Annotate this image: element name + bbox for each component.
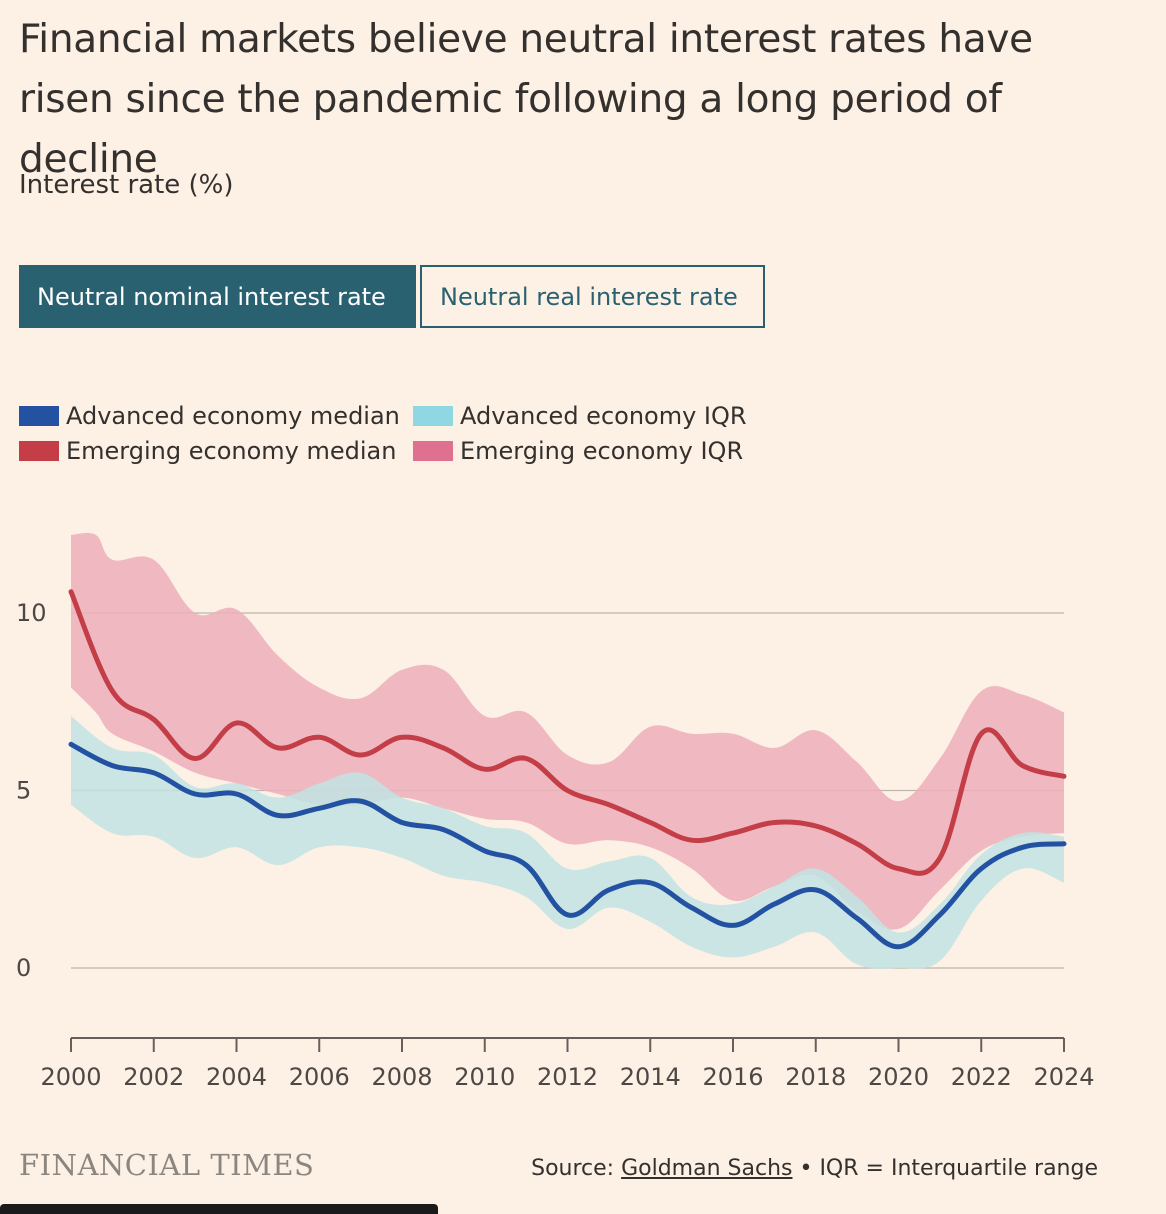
source-link[interactable]: Goldman Sachs — [621, 1156, 793, 1181]
x-tick-label-2010: 2010 — [454, 1063, 515, 1091]
x-tick-label-2022: 2022 — [951, 1063, 1012, 1091]
legend-label-emerging-iqr: Emerging economy IQR — [460, 437, 744, 465]
legend-label-advanced-median: Advanced economy median — [66, 402, 400, 430]
x-tick-label-2004: 2004 — [206, 1063, 267, 1091]
legend-emerging-median: Emerging economy median — [19, 437, 396, 465]
line-emerging-economy-median — [68, 589, 1067, 876]
band-advanced-economy-iqr — [71, 716, 1064, 969]
toggle-real-rate[interactable]: Neutral real interest rate — [420, 265, 765, 328]
x-tick-label-2016: 2016 — [702, 1063, 763, 1091]
legend-swatch-emerging-iqr — [413, 441, 453, 461]
legend-advanced-median: Advanced economy median — [19, 402, 400, 430]
line-chart: 0 5 10 2000 2002 2004 2006 2008 2010 2012 2014 2016… — [16, 532, 1095, 1091]
x-tick-label-2018: 2018 — [785, 1063, 846, 1091]
x-tick-label-2024: 2024 — [1033, 1063, 1094, 1091]
ft-logo: FINANCIAL TIMES — [19, 1148, 315, 1182]
legend-swatch-advanced-iqr — [413, 406, 453, 426]
legend-swatch-advanced-median — [19, 406, 59, 426]
x-tick-label-2008: 2008 — [371, 1063, 432, 1091]
band-emerging-economy-iqr — [71, 532, 1064, 930]
x-tick-label-2014: 2014 — [620, 1063, 681, 1091]
legend-advanced-iqr: Advanced economy IQR — [413, 402, 747, 430]
axis-labels: 0 5 10 2000 2002 2004 2006 2008 2010 2012 2014 2016… — [16, 599, 1095, 1091]
source-note: Source: Goldman Sachs • IQR = Interquart… — [531, 1156, 1098, 1181]
iqr-bands — [71, 532, 1064, 969]
chart-subtitle: Interest rate (%) — [19, 170, 234, 200]
x-axis — [70, 1037, 1065, 1052]
x-tick-label-2020: 2020 — [868, 1063, 929, 1091]
toggle-nominal-rate[interactable]: Neutral nominal interest rate — [19, 265, 416, 328]
x-tick-label-2002: 2002 — [123, 1063, 184, 1091]
x-tick-label-2006: 2006 — [289, 1063, 350, 1091]
chart-title: Financial markets believe neutral intere… — [19, 17, 1033, 182]
median-lines — [68, 589, 1067, 950]
y-tick-label-5: 5 — [16, 777, 31, 805]
legend-emerging-iqr: Emerging economy IQR — [413, 437, 743, 465]
x-tick-label-2012: 2012 — [537, 1063, 598, 1091]
source-suffix: • IQR = Interquartile range — [792, 1156, 1098, 1181]
y-tick-label-10: 10 — [16, 599, 47, 627]
legend-label-emerging-median: Emerging economy median — [66, 437, 397, 465]
y-tick-label-0: 0 — [16, 954, 31, 982]
legend-label-advanced-iqr: Advanced economy IQR — [460, 402, 747, 430]
x-tick-label-2000: 2000 — [40, 1063, 101, 1091]
legend-swatch-emerging-median — [19, 441, 59, 461]
line-advanced-economy-median — [68, 741, 1067, 950]
source-prefix: Source: — [531, 1156, 622, 1181]
bottom-scrollbar[interactable] — [0, 1204, 438, 1214]
